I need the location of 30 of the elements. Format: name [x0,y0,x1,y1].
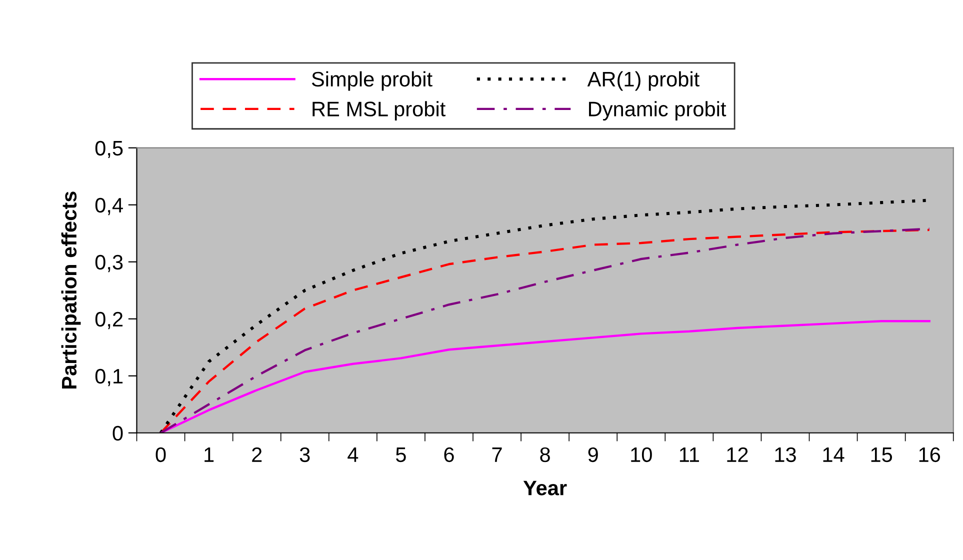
x-tick-label: 1 [204,448,214,462]
x-tick-label: 2 [252,447,262,462]
x-tick-label: 3 [300,447,310,462]
y-tick-label: 0,4 [95,198,123,216]
legend-label: RE MSL probit [312,101,446,121]
y-tick-label: 0,3 [95,254,123,272]
y-tick-label: 0,2 [95,312,123,330]
x-tick-label: 8 [540,447,550,462]
x-tick-label: 14 [823,448,844,462]
x-tick-label: 4 [348,448,358,462]
x-tick-label: 11 [680,448,699,462]
legend-label: Simple probit [312,71,432,91]
legend-label: Dynamic probit [589,101,726,121]
x-tick-label: 6 [444,447,454,462]
x-tick-label: 12 [727,447,748,462]
legend-label: AR(1) probit [587,71,700,91]
x-tick-label: 10 [631,447,652,462]
line-series [160,320,930,433]
y-axis-title: Participation effects [61,192,81,389]
x-tick-label: 7 [492,448,502,462]
y-tick-label: 0,1 [95,368,123,386]
x-tick-label: 15 [871,448,892,462]
x-tick-label: 9 [588,447,598,462]
y-tick-label: 0 [112,426,123,441]
y-tick-label: 0,5 [95,140,123,158]
x-tick-label: 5 [396,448,406,462]
x-axis-title: Year [523,480,567,496]
x-tick-label: 16 [919,447,940,462]
x-tick-label: 13 [775,447,796,462]
x-tick-label: 0 [156,447,166,462]
